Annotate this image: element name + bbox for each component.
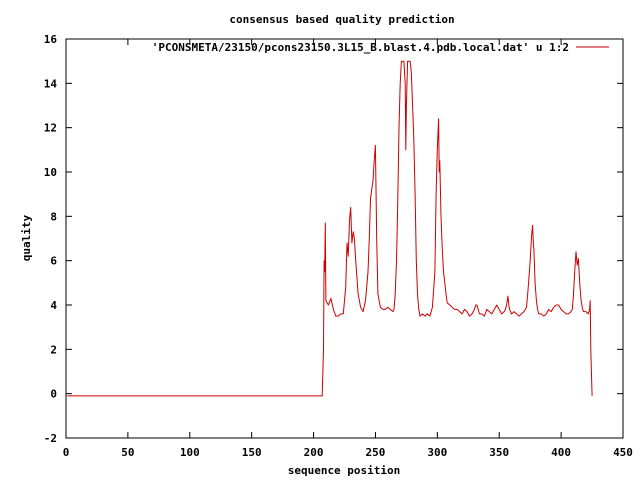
legend-label: 'PCONSMETA/23150/pcons23150.3L15_B.blast… <box>152 41 569 54</box>
y-tick-label: 10 <box>44 166 57 179</box>
x-tick-label: 450 <box>613 446 633 459</box>
y-tick-label: 12 <box>44 122 57 135</box>
y-tick-label: 14 <box>44 77 58 90</box>
y-tick-label: -2 <box>44 432 57 445</box>
plot-frame <box>65 38 624 439</box>
x-axis-label: sequence position <box>288 464 401 477</box>
x-tick-label: 250 <box>366 446 386 459</box>
y-tick-label: 16 <box>44 33 58 46</box>
x-tick-label: 200 <box>304 446 324 459</box>
y-tick-label: 0 <box>50 388 57 401</box>
x-tick-label: 0 <box>63 446 70 459</box>
x-tick-label: 100 <box>180 446 200 459</box>
x-tick-label: 300 <box>427 446 447 459</box>
x-tick-label: 50 <box>121 446 134 459</box>
legend: 'PCONSMETA/23150/pcons23150.3L15_B.blast… <box>152 41 609 54</box>
y-tick-label: 4 <box>50 299 57 312</box>
series-line <box>67 60 593 397</box>
y-tick-label: 8 <box>50 210 57 223</box>
series-layer <box>67 60 593 397</box>
y-axis: -2 0 2 4 6 8 10 12 14 16 <box>44 33 623 445</box>
chart-title: consensus based quality prediction <box>229 13 454 26</box>
x-tick-label: 350 <box>489 446 509 459</box>
x-tick-label: 150 <box>242 446 262 459</box>
y-axis-label: quality <box>20 214 33 261</box>
y-tick-label: 2 <box>50 343 57 356</box>
x-axis: 0 50 100 150 200 250 300 350 400 450 <box>63 39 633 459</box>
x-tick-label: 400 <box>551 446 571 459</box>
y-tick-label: 6 <box>50 255 57 268</box>
